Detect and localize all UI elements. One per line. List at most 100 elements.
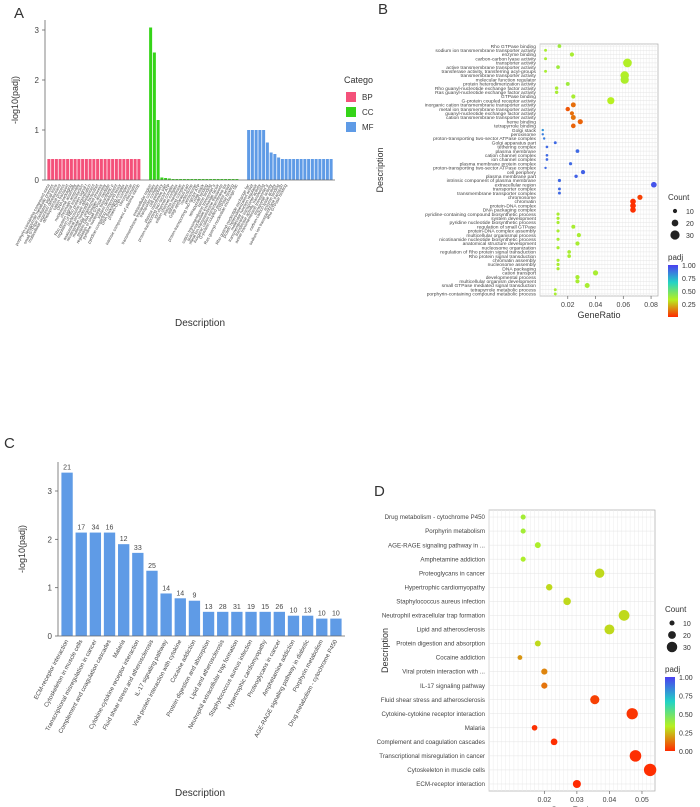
bar: [160, 593, 172, 636]
data-point: [575, 149, 580, 153]
bar: [245, 611, 257, 636]
term-label: Golgi apparatus part: [492, 140, 537, 146]
term-label: Proteoglycans in cancer: [419, 570, 485, 577]
data-point: [556, 229, 560, 233]
x-tick-label: 0.06: [616, 302, 630, 309]
term-label: Cocaine addiction: [436, 655, 486, 662]
bar-mf: [303, 159, 307, 180]
data-label: 26: [275, 604, 283, 611]
y-tick-label: 1: [48, 584, 53, 593]
x-axis-title: Description: [175, 318, 225, 329]
y-tick-label: 0: [35, 176, 40, 185]
y-axis-title: -log10(padj): [17, 525, 27, 573]
y-tick-label: 3: [35, 26, 40, 35]
data-point: [554, 86, 559, 90]
data-point: [531, 724, 538, 731]
legend-label: MF: [362, 123, 374, 132]
data-label: 19: [247, 604, 255, 611]
x-axis-title: GeneRatio: [550, 805, 593, 807]
data-point: [545, 153, 549, 157]
bar-mf: [307, 159, 311, 180]
term-label: tetrapyrrole binding: [494, 124, 536, 130]
bar-mf: [277, 157, 281, 180]
data-point: [557, 191, 561, 195]
term-label: tethering complex: [497, 145, 536, 151]
bar-mf: [310, 159, 314, 180]
x-tick-label: 0.03: [570, 797, 584, 804]
term-label: Cytokine-cytokine receptor interaction: [381, 711, 485, 718]
bar: [132, 552, 144, 636]
term-label: ECM-receptor interaction: [416, 781, 485, 788]
bar: [273, 611, 285, 636]
bar-cc: [212, 179, 216, 180]
term-label: G-protein coupled receptor activity: [462, 98, 537, 104]
data-point: [567, 250, 571, 254]
bar-cc: [164, 178, 168, 180]
y-axis-title: Description: [375, 147, 385, 192]
term-label: protein heterodimerization activity: [463, 82, 536, 88]
bar-cc: [209, 179, 213, 180]
data-point: [594, 568, 605, 578]
bar-bp: [99, 159, 103, 180]
data-point: [575, 241, 580, 246]
bar: [61, 472, 73, 636]
bar-mf: [329, 159, 333, 180]
term-label: system development: [491, 216, 536, 222]
bar: [301, 615, 314, 636]
data-point: [572, 779, 581, 789]
term-label: Golgi stack: [512, 128, 537, 134]
color-legend-bar: [668, 265, 678, 317]
data-point: [556, 262, 560, 267]
data-point: [650, 181, 657, 188]
bar-cc: [235, 179, 239, 180]
bar-bp: [73, 159, 77, 180]
data-label: 34: [91, 525, 99, 532]
data-label: 28: [219, 604, 227, 611]
term-label: nucleosome organization: [482, 245, 537, 251]
bar-bp: [137, 159, 141, 180]
data-point: [520, 556, 526, 562]
bar-cc: [197, 179, 201, 180]
bar-cc: [190, 179, 194, 180]
size-legend-label: 30: [686, 233, 694, 240]
term-label: Viral protein interaction with ...: [402, 669, 485, 676]
panel-label-b: B: [378, 1, 388, 18]
data-point: [637, 194, 643, 200]
term-label: cation transport: [502, 271, 536, 277]
data-point: [544, 48, 548, 52]
data-point: [542, 137, 546, 140]
bar: [217, 611, 229, 636]
legend-label: CC: [362, 108, 374, 117]
bar: [188, 600, 201, 636]
data-point: [541, 682, 548, 689]
term-label: cation channel complex: [485, 153, 537, 159]
y-axis-title: Description: [380, 628, 390, 673]
term-label: transporter complex: [493, 187, 537, 193]
y-tick-label: 0: [48, 632, 53, 641]
data-point: [553, 288, 557, 292]
bar: [316, 618, 328, 636]
x-tick-label: 0.05: [635, 797, 649, 804]
bar-bp: [51, 159, 55, 180]
data-point: [553, 292, 557, 296]
x-tick-label: 0.04: [589, 302, 603, 309]
bar-mf: [262, 130, 266, 180]
bar-mf: [292, 159, 296, 180]
bar-bp: [122, 159, 126, 180]
data-point: [584, 283, 590, 288]
term-label: enzyme binding: [502, 52, 537, 58]
bar-cc: [149, 27, 153, 180]
term-label: chromatin: [515, 199, 537, 205]
size-legend-dot: [669, 620, 675, 626]
bar: [75, 532, 87, 636]
bar-bp: [103, 159, 107, 180]
term-label: pyridine-containing compound biosyntheti…: [425, 212, 536, 218]
legend-title: Catego: [344, 75, 373, 85]
data-point: [541, 128, 544, 132]
legend-swatch-cc: [346, 107, 356, 117]
data-point: [630, 202, 636, 209]
data-point: [620, 75, 629, 84]
color-legend-bar: [665, 677, 675, 751]
